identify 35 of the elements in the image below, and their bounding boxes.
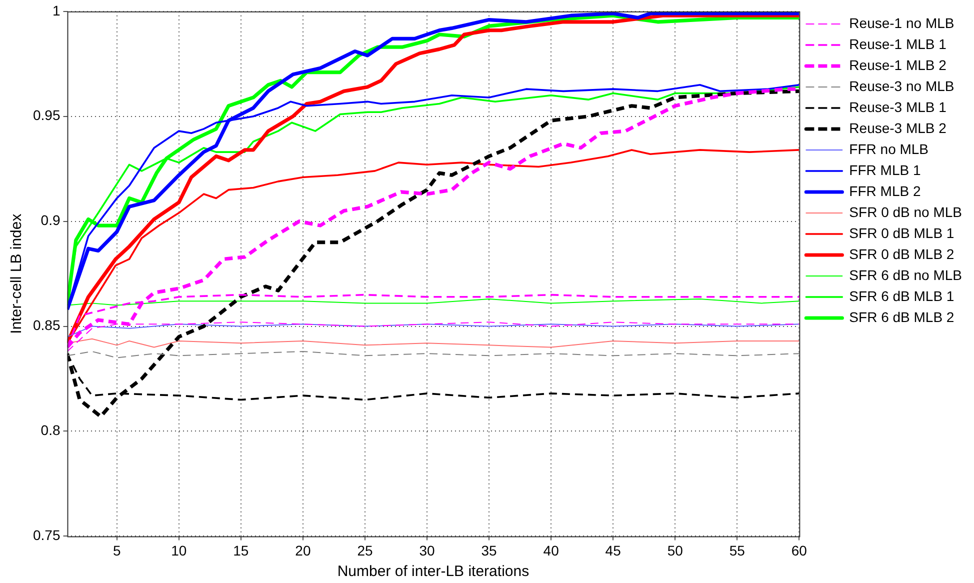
y-tick-label: 0.9 <box>40 212 60 228</box>
legend-label: Reuse-1 MLB 2 <box>849 56 947 73</box>
legend-label: SFR 6 dB MLB 1 <box>849 288 954 304</box>
legend-label: Reuse-1 no MLB <box>849 14 954 31</box>
x-tick-label: 60 <box>791 542 808 558</box>
x-axis-title: Number of inter-LB iterations <box>337 563 530 580</box>
legend-label: SFR 6 dB MLB 2 <box>849 308 954 325</box>
legend-label: SFR 0 dB MLB 1 <box>849 224 954 241</box>
x-tick-label: 45 <box>605 542 622 558</box>
legend-label: SFR 0 dB no MLB <box>849 204 962 220</box>
x-tick-label: 10 <box>171 542 187 558</box>
legend-label: FFR MLB 1 <box>849 162 921 178</box>
y-tick-label: 0.8 <box>40 422 60 438</box>
x-tick-label: 40 <box>543 542 560 558</box>
y-tick-label: 0.85 <box>33 317 60 334</box>
y-tick-label: 0.75 <box>33 527 60 544</box>
legend-label: Reuse-1 MLB 1 <box>849 36 947 52</box>
x-tick-label: 30 <box>419 542 436 558</box>
x-tick-label: 50 <box>667 542 684 558</box>
x-tick-label: 55 <box>729 542 746 558</box>
x-tick-label: 15 <box>233 542 249 558</box>
y-tick-label: 0.95 <box>33 107 60 124</box>
x-tick-label: 25 <box>357 542 373 558</box>
legend-label: FFR no MLB <box>849 140 929 157</box>
legend-label: SFR 0 dB MLB 2 <box>849 246 954 262</box>
x-tick-label: 5 <box>112 542 121 558</box>
x-tick-label: 20 <box>295 542 311 558</box>
legend-label: FFR MLB 2 <box>849 182 921 199</box>
legend-label: Reuse-3 MLB 1 <box>849 98 947 115</box>
legend-label: Reuse-3 MLB 2 <box>849 120 947 136</box>
legend-label: SFR 6 dB no MLB <box>849 266 962 283</box>
y-axis-title: Inter-cell LB index <box>8 213 26 334</box>
y-tick-label: 1 <box>52 2 60 18</box>
x-tick-label: 35 <box>481 542 498 558</box>
legend-label: Reuse-3 no MLB <box>849 78 954 94</box>
